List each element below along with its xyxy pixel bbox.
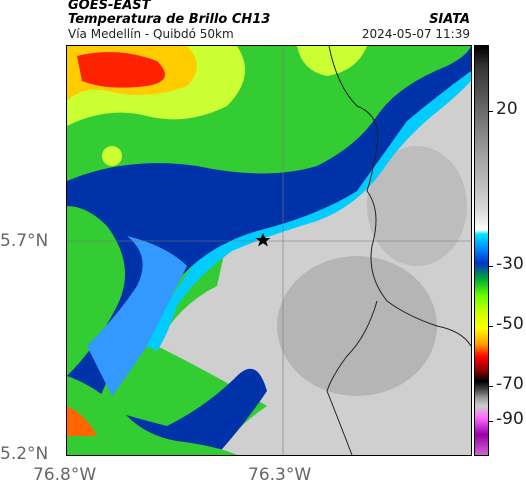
cold-core-yellow (297, 46, 367, 76)
colorbar-label: -70 (496, 374, 524, 394)
map-layer (67, 46, 471, 455)
satellite-map[interactable] (66, 45, 472, 456)
colorbar-label: -90 (496, 409, 524, 429)
lon-label: 76.8°W (33, 465, 97, 485)
colorbar-tick (488, 386, 493, 387)
colorbar-label: -30 (496, 254, 524, 274)
colorbar-tick (488, 111, 493, 112)
satellite-title: GOES-EAST (68, 0, 151, 13)
cloud-strip-south (67, 376, 237, 455)
lat-label: 5.7°N (0, 231, 49, 251)
colorbar-tick (488, 326, 493, 327)
clear-sky-shade (367, 146, 467, 266)
cold-core-yellow (102, 146, 122, 166)
product-title: Temperatura de Brillo CH13 (68, 12, 271, 27)
colorbar-tick (488, 421, 493, 422)
cloud-band-blue (67, 46, 471, 455)
route-subtitle: Vía Medellín - Quibdó 50km (68, 27, 234, 41)
datetime-label: 2024-05-07 11:39 (361, 27, 470, 41)
lon-label: 76.3°W (248, 465, 312, 485)
colorbar-label: -50 (496, 314, 524, 334)
colorbar-label: 20 (496, 99, 518, 119)
department-border (328, 46, 471, 347)
lat-label: 5.2°N (0, 444, 49, 464)
colorbar-tick (488, 266, 493, 267)
cloud-band-lightblue (87, 236, 187, 396)
cold-core-red (77, 52, 165, 88)
star-icon[interactable] (255, 233, 271, 247)
department-border (326, 300, 378, 455)
cold-core-orange (67, 406, 97, 436)
clear-sky-shade (277, 256, 437, 396)
agency-label: SIATA (429, 12, 470, 27)
colorbar (474, 45, 489, 456)
